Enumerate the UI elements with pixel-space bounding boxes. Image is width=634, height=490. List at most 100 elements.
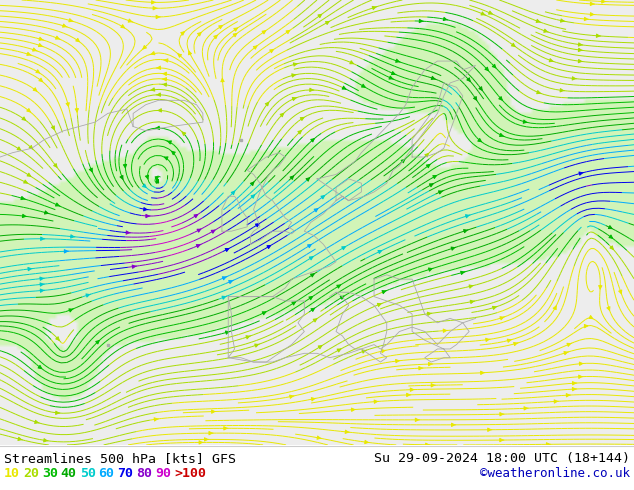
- FancyArrowPatch shape: [69, 309, 74, 312]
- FancyArrowPatch shape: [198, 32, 201, 36]
- FancyArrowPatch shape: [292, 302, 295, 305]
- FancyArrowPatch shape: [155, 126, 160, 129]
- Text: ©weatheronline.co.uk: ©weatheronline.co.uk: [480, 467, 630, 481]
- FancyArrowPatch shape: [121, 24, 124, 28]
- FancyArrowPatch shape: [429, 268, 433, 271]
- FancyArrowPatch shape: [554, 400, 559, 403]
- FancyArrowPatch shape: [229, 280, 233, 284]
- FancyArrowPatch shape: [35, 420, 39, 423]
- FancyArrowPatch shape: [485, 67, 488, 71]
- FancyArrowPatch shape: [311, 274, 314, 277]
- FancyArrowPatch shape: [75, 109, 79, 112]
- FancyArrowPatch shape: [231, 191, 235, 195]
- FancyArrowPatch shape: [396, 59, 400, 62]
- FancyArrowPatch shape: [21, 196, 25, 199]
- FancyArrowPatch shape: [27, 109, 30, 112]
- FancyArrowPatch shape: [578, 48, 583, 51]
- FancyArrowPatch shape: [365, 441, 369, 443]
- FancyArrowPatch shape: [342, 86, 346, 89]
- FancyArrowPatch shape: [573, 388, 576, 391]
- FancyArrowPatch shape: [167, 141, 171, 144]
- FancyArrowPatch shape: [337, 349, 341, 352]
- FancyArrowPatch shape: [553, 306, 556, 310]
- FancyArrowPatch shape: [27, 173, 31, 176]
- FancyArrowPatch shape: [309, 257, 313, 260]
- FancyArrowPatch shape: [56, 36, 60, 39]
- FancyArrowPatch shape: [301, 118, 304, 121]
- FancyArrowPatch shape: [40, 283, 44, 286]
- FancyArrowPatch shape: [425, 443, 430, 446]
- FancyArrowPatch shape: [406, 393, 411, 396]
- FancyArrowPatch shape: [221, 78, 224, 82]
- FancyArrowPatch shape: [269, 49, 273, 53]
- FancyArrowPatch shape: [500, 439, 504, 442]
- FancyArrowPatch shape: [590, 13, 595, 16]
- FancyArrowPatch shape: [178, 54, 181, 57]
- FancyArrowPatch shape: [479, 87, 482, 90]
- FancyArrowPatch shape: [22, 214, 27, 218]
- FancyArrowPatch shape: [579, 375, 583, 378]
- FancyArrowPatch shape: [224, 427, 228, 430]
- FancyArrowPatch shape: [443, 329, 448, 332]
- FancyArrowPatch shape: [211, 230, 215, 233]
- FancyArrowPatch shape: [234, 28, 238, 31]
- FancyArrowPatch shape: [321, 196, 325, 199]
- FancyArrowPatch shape: [246, 336, 250, 339]
- FancyArrowPatch shape: [481, 371, 485, 374]
- FancyArrowPatch shape: [602, 0, 606, 3]
- FancyArrowPatch shape: [470, 300, 475, 303]
- FancyArrowPatch shape: [478, 139, 481, 142]
- FancyArrowPatch shape: [314, 209, 318, 212]
- FancyArrowPatch shape: [162, 77, 167, 81]
- FancyArrowPatch shape: [51, 126, 55, 129]
- FancyArrowPatch shape: [38, 366, 42, 368]
- FancyArrowPatch shape: [579, 362, 584, 366]
- FancyArrowPatch shape: [489, 11, 492, 14]
- FancyArrowPatch shape: [514, 343, 518, 345]
- Text: 80: 80: [136, 467, 152, 481]
- FancyArrowPatch shape: [560, 19, 565, 22]
- FancyArrowPatch shape: [54, 164, 57, 167]
- FancyArrowPatch shape: [233, 33, 237, 37]
- FancyArrowPatch shape: [36, 70, 39, 73]
- FancyArrowPatch shape: [609, 225, 612, 229]
- FancyArrowPatch shape: [250, 182, 254, 186]
- FancyArrowPatch shape: [144, 208, 148, 211]
- FancyArrowPatch shape: [286, 30, 290, 34]
- FancyArrowPatch shape: [337, 285, 340, 288]
- FancyArrowPatch shape: [523, 120, 527, 123]
- FancyArrowPatch shape: [342, 246, 346, 250]
- FancyArrowPatch shape: [194, 215, 198, 218]
- FancyArrowPatch shape: [222, 296, 226, 299]
- FancyArrowPatch shape: [433, 175, 437, 178]
- FancyArrowPatch shape: [579, 172, 583, 175]
- FancyArrowPatch shape: [255, 344, 259, 347]
- FancyArrowPatch shape: [536, 91, 541, 94]
- FancyArrowPatch shape: [544, 29, 548, 32]
- FancyArrowPatch shape: [374, 400, 378, 403]
- FancyArrowPatch shape: [311, 397, 316, 401]
- FancyArrowPatch shape: [162, 83, 167, 86]
- FancyArrowPatch shape: [18, 437, 22, 441]
- FancyArrowPatch shape: [44, 211, 49, 214]
- FancyArrowPatch shape: [197, 245, 201, 247]
- FancyArrowPatch shape: [325, 22, 329, 24]
- FancyArrowPatch shape: [318, 345, 322, 349]
- FancyArrowPatch shape: [292, 98, 297, 100]
- Text: 70: 70: [117, 467, 133, 481]
- Text: 90: 90: [155, 467, 171, 481]
- FancyArrowPatch shape: [223, 276, 227, 280]
- FancyArrowPatch shape: [164, 59, 168, 62]
- FancyArrowPatch shape: [389, 76, 394, 79]
- FancyArrowPatch shape: [150, 51, 155, 55]
- FancyArrowPatch shape: [55, 203, 60, 206]
- FancyArrowPatch shape: [225, 248, 229, 251]
- FancyArrowPatch shape: [500, 133, 504, 137]
- FancyArrowPatch shape: [251, 195, 255, 198]
- FancyArrowPatch shape: [461, 271, 465, 274]
- FancyArrowPatch shape: [309, 88, 314, 92]
- FancyArrowPatch shape: [28, 268, 32, 270]
- FancyArrowPatch shape: [126, 231, 131, 234]
- FancyArrowPatch shape: [69, 19, 74, 22]
- FancyArrowPatch shape: [415, 418, 420, 421]
